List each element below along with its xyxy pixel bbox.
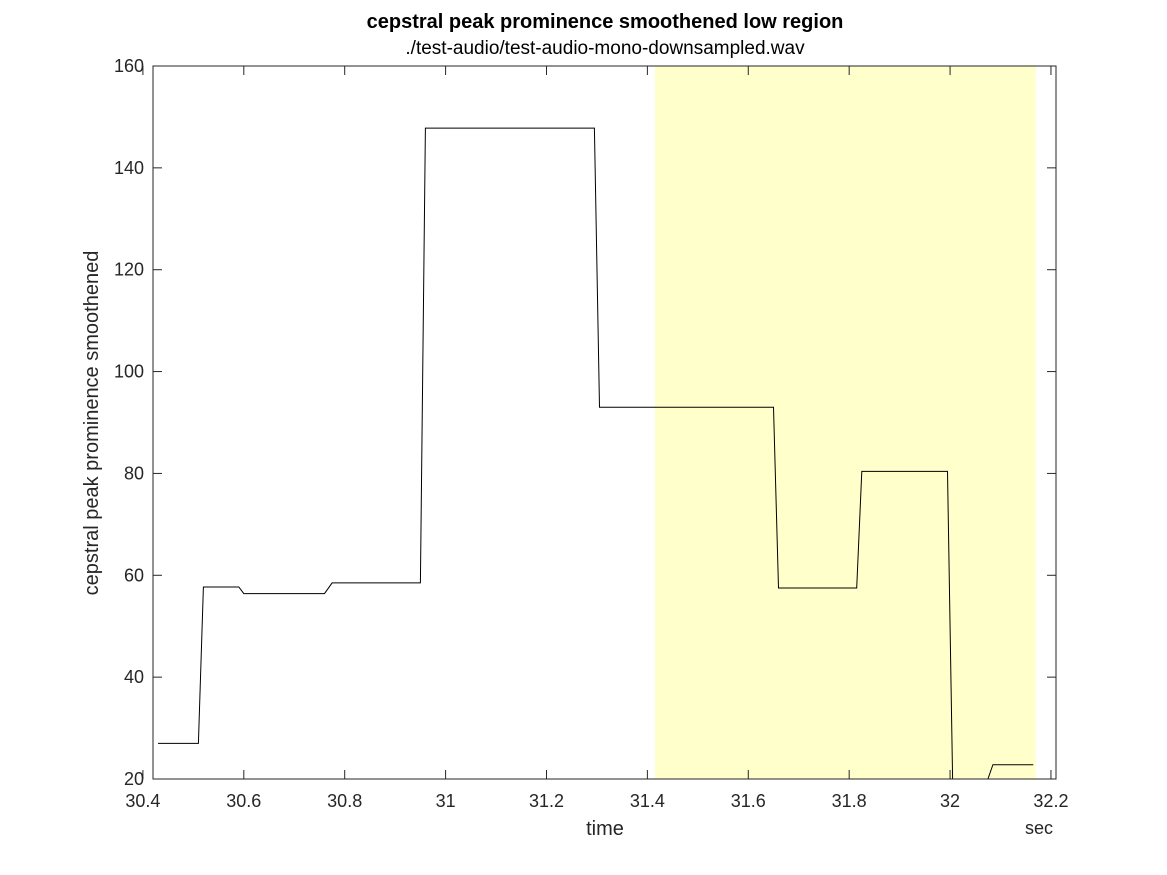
y-tick-label: 140 [114,158,144,178]
y-tick-label: 120 [114,260,144,280]
x-axis-label: time [586,818,624,840]
x-tick-label: 31.4 [630,791,665,811]
plot-area-border [152,65,1057,780]
chart-subtitle: ./test-audio/test-audio-mono-downsampled… [405,38,805,59]
chart-title: cepstral peak prominence smoothened low … [367,11,844,33]
x-tick-label: 32 [940,791,960,811]
y-tick-label: 40 [124,667,144,687]
highlight-region [654,66,1036,779]
x-unit-label: sec [1025,818,1053,838]
x-tick-label: 32.2 [1033,791,1068,811]
x-tick-labels: 30.4 30.6 30.8 31 31.2 31.4 31.6 31.8 32 32.2 [125,791,1068,811]
x-tick-label: 30.4 [125,791,160,811]
y-tick-label: 20 [124,769,144,789]
x-tick-label: 31.6 [731,791,766,811]
x-tick-label: 30.6 [226,791,261,811]
y-tick-label: 60 [124,565,144,585]
y-tick-label: 80 [124,463,144,483]
x-tick-label: 31.8 [832,791,867,811]
x-tick-label: 31 [436,791,456,811]
x-tick-label: 31.2 [529,791,564,811]
y-tick-label: 100 [114,362,144,382]
y-axis-label: cepstral peak prominence smoothened [81,251,103,596]
y-tick-label: 160 [114,56,144,76]
x-tick-label: 30.8 [327,791,362,811]
tick-marks [142,65,1056,780]
y-tick-labels: 20 40 60 80 100 120 140 160 [114,56,144,789]
series-line [158,127,1034,780]
